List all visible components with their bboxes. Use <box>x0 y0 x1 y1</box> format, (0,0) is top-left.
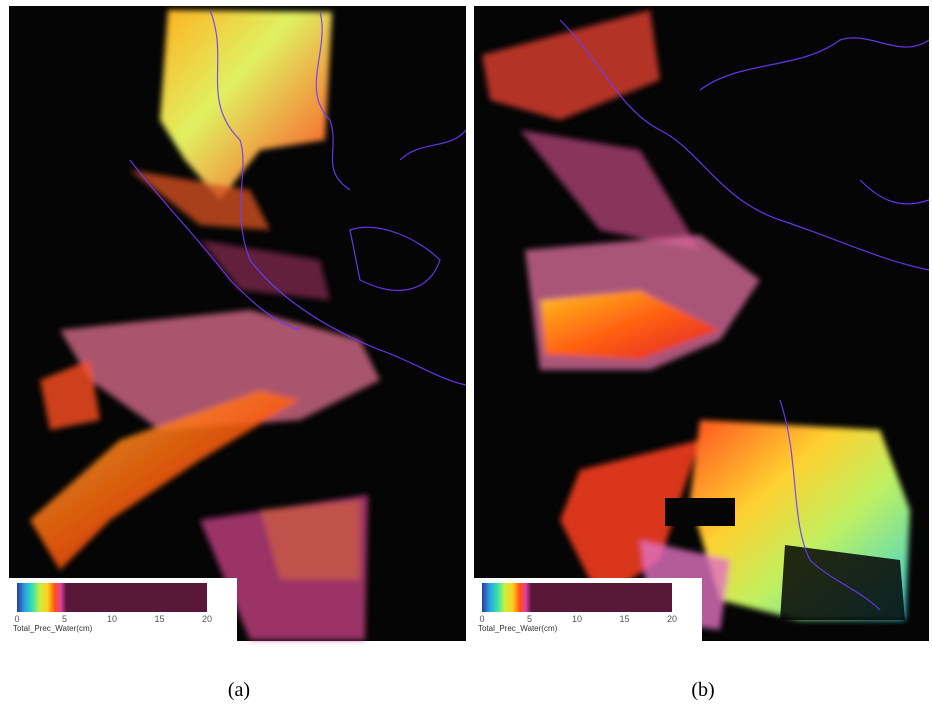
map-panel <box>9 6 467 641</box>
colorbar-label: Total_Prec_Water(cm) <box>478 624 558 633</box>
colorbar-tick-label: 20 <box>667 614 677 624</box>
colorbar <box>482 583 672 612</box>
colorbar-label: Total_Prec_Water(cm) <box>13 624 93 633</box>
colorbar-tick-label: 20 <box>202 614 212 624</box>
colorbar-tick-label: 5 <box>62 614 67 624</box>
colorbar-tick-label: 0 <box>479 614 484 624</box>
colorbar-tick-label: 0 <box>14 614 19 624</box>
colorbar-tick-label: 10 <box>572 614 582 624</box>
caption: (b) <box>691 679 714 701</box>
map-panel <box>474 6 930 641</box>
caption: (a) <box>228 679 250 701</box>
colorbar-tick-label: 5 <box>527 614 532 624</box>
colorbar-tick-label: 10 <box>107 614 117 624</box>
colorbar-tick-label: 15 <box>619 614 629 624</box>
colorbar <box>17 583 207 612</box>
colorbar-tick-label: 15 <box>154 614 164 624</box>
